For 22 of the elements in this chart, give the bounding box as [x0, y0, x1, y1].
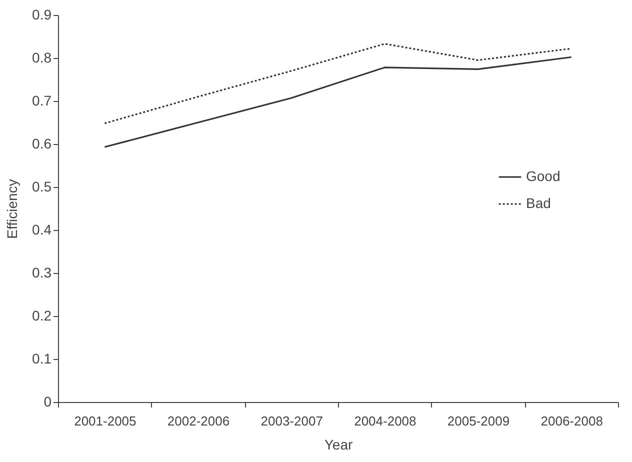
- y-axis-title: Efficiency: [4, 179, 20, 239]
- x-tick-label: 2006-2008: [540, 414, 603, 428]
- x-tick-label: 2001-2005: [74, 414, 136, 428]
- x-tick-label: 2004-2008: [354, 414, 416, 428]
- y-tick-label: 0.5: [32, 178, 52, 194]
- legend-label: Good: [526, 168, 560, 184]
- x-tick-label: 2002-2006: [167, 414, 230, 428]
- y-tick-label: 0.8: [32, 50, 52, 66]
- y-tick-label: 0: [44, 394, 52, 410]
- x-tick-label: 2005-2009: [447, 414, 510, 428]
- y-tick-label: 0.9: [32, 6, 52, 22]
- y-tick-label: 0.4: [32, 222, 52, 238]
- line-series: [104, 43, 572, 124]
- y-tick-label: 0.1: [32, 350, 52, 366]
- x-axis-title: Year: [324, 436, 353, 452]
- y-tick-label: 0.2: [32, 308, 52, 324]
- line-series: [104, 56, 572, 148]
- y-tick-label: 0.6: [32, 136, 52, 152]
- x-tick-label: 2003-2007: [260, 414, 323, 428]
- y-tick-label: 0.7: [32, 92, 52, 108]
- y-tick-label: 0.3: [32, 264, 52, 280]
- legend-label: Bad: [526, 195, 551, 211]
